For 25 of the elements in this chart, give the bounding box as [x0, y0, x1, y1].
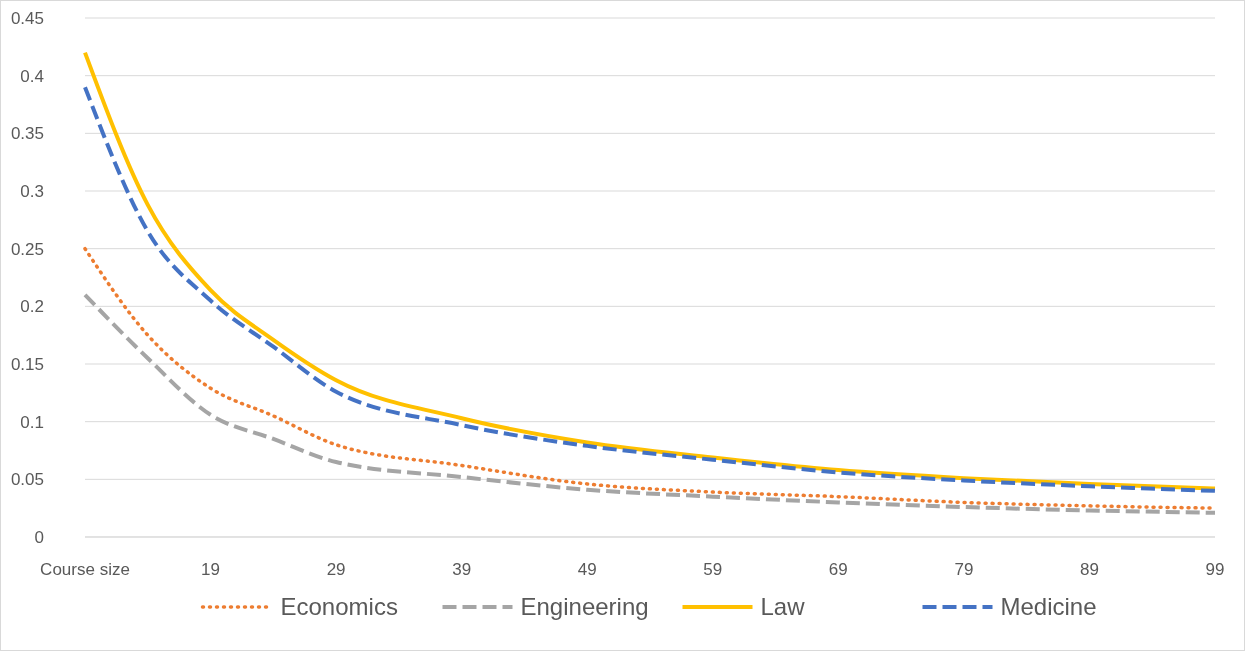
legend-label: Economics	[280, 593, 398, 621]
x-tick-label: 69	[828, 560, 848, 579]
x-tick-label: 29	[326, 560, 346, 579]
x-tick-label: 99	[1205, 560, 1225, 579]
y-tick-label: 0.2	[20, 297, 44, 317]
line-series	[83, 292, 1217, 515]
y-tick-label: 0.35	[10, 124, 44, 144]
y-tick-label: 0.25	[10, 239, 44, 259]
x-tick-label: 89	[1079, 560, 1099, 579]
legend-label: Medicine	[1000, 593, 1097, 621]
y-tick-label: 0.3	[20, 181, 44, 201]
y-tick-label: 0.1	[20, 412, 44, 432]
legend-label: Law	[760, 593, 806, 621]
y-tick-label: 0.4	[20, 66, 44, 86]
x-tick-label: 19	[201, 560, 221, 579]
y-tick-label: 0	[34, 527, 44, 547]
x-tick-label: 59	[703, 560, 723, 579]
x-tick-label: 39	[452, 560, 472, 579]
y-tick-label: 0.15	[10, 354, 44, 374]
x-tick-label: 79	[954, 560, 974, 579]
y-tick-label: 0.05	[10, 470, 44, 490]
x-tick-label: 49	[577, 560, 597, 579]
y-tick-label: 0.45	[10, 8, 44, 28]
x-tick-label: Course size	[40, 560, 130, 579]
legend-label: Engineering	[520, 593, 649, 621]
